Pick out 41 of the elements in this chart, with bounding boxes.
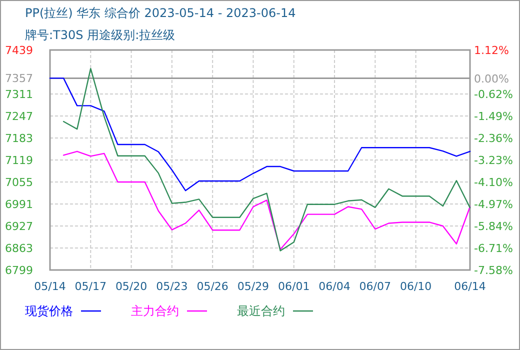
x-tick-label: 05/26: [196, 280, 228, 293]
x-tick-label: 05/17: [74, 280, 106, 293]
y-tick-label: 7247: [5, 110, 33, 123]
y2-tick-label: -3.23%: [474, 154, 513, 167]
x-tick-label: 06/01: [278, 280, 310, 293]
line-series: [49, 78, 471, 192]
y-tick-label: 7439: [5, 44, 33, 57]
y-tick-label: 6799: [5, 264, 33, 277]
line-series: [62, 150, 471, 250]
x-tick-label: 05/29: [237, 280, 270, 293]
y2-tick-label: -4.97%: [474, 198, 513, 211]
y2-tick-label: -7.58%: [474, 264, 513, 277]
chart-title: PP(拉丝) 华东 综合价 2023-05-14 - 2023-06-14: [25, 6, 296, 20]
x-tick-label: 05/14: [34, 280, 66, 293]
y2-tick-label: -4.10%: [474, 176, 513, 189]
y-tick-label: 7311: [5, 88, 33, 101]
x-tick-label: 06/14: [454, 280, 486, 293]
y-tick-label: 7119: [5, 154, 33, 167]
y2-tick-label: -0.62%: [474, 88, 513, 101]
y2-tick-label: -6.71%: [474, 242, 513, 255]
x-tick-label: 06/07: [359, 280, 392, 293]
y-tick-label: 6991: [5, 198, 33, 211]
legend-label: 现货价格: [25, 304, 73, 318]
line-series: [62, 68, 471, 252]
y-tick-label: 7055: [5, 176, 33, 189]
y-tick-label: 7183: [5, 132, 33, 145]
y-tick-label: 6927: [5, 220, 33, 233]
x-tick-label: 05/23: [156, 280, 188, 293]
y2-tick-label: -5.84%: [474, 220, 513, 233]
legend-label: 最近合约: [237, 304, 285, 318]
y-tick-label: 6863: [5, 242, 33, 255]
chart-subtitle: 牌号:T30S 用途级别:拉丝级: [25, 28, 176, 42]
y-tick-label: 7357: [5, 72, 33, 86]
y2-tick-label: 0.00%: [474, 72, 509, 86]
legend-label: 主力合约: [131, 304, 179, 318]
x-tick-label: 06/04: [318, 280, 350, 293]
y2-tick-label: -2.36%: [474, 132, 513, 145]
y2-tick-label: -1.49%: [474, 110, 513, 123]
x-tick-label: 06/10: [400, 280, 432, 293]
x-tick-label: 05/20: [115, 280, 148, 293]
y2-tick-label: 1.12%: [474, 44, 509, 57]
